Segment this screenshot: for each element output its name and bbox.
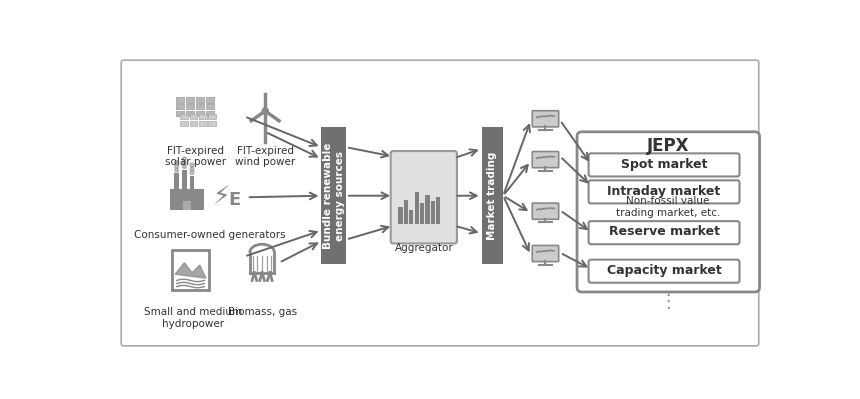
Bar [431, 201, 435, 224]
Circle shape [175, 161, 179, 164]
Bar [206, 111, 214, 117]
Bar [206, 104, 214, 109]
Bar [181, 114, 188, 119]
Text: Intraday market: Intraday market [607, 185, 721, 198]
Bar [208, 121, 216, 126]
Bar [183, 201, 191, 210]
Bar [426, 195, 430, 224]
Text: ⚡: ⚡ [212, 185, 230, 209]
Circle shape [190, 171, 194, 174]
Text: Aggregator: Aggregator [395, 243, 453, 253]
Bar [169, 189, 204, 210]
Bar [420, 203, 424, 224]
Bar [172, 250, 209, 290]
Bar [404, 200, 408, 224]
Circle shape [175, 164, 179, 168]
Text: Market trading: Market trading [488, 152, 497, 240]
Bar [186, 111, 194, 117]
FancyBboxPatch shape [588, 180, 740, 203]
Bar [208, 114, 216, 119]
Circle shape [262, 108, 268, 114]
Circle shape [182, 161, 187, 164]
Bar [436, 197, 440, 224]
Bar [206, 97, 214, 103]
Circle shape [182, 164, 187, 168]
Text: Biomass, gas: Biomass, gas [228, 307, 297, 317]
Bar [176, 104, 184, 109]
Bar [182, 170, 187, 189]
Bar [176, 97, 184, 103]
Circle shape [182, 157, 187, 161]
Bar [196, 104, 205, 109]
Text: Reserve market: Reserve market [609, 225, 720, 239]
Text: Consumer-owned generators: Consumer-owned generators [134, 230, 286, 240]
FancyBboxPatch shape [588, 153, 740, 176]
Circle shape [175, 168, 179, 172]
Bar [176, 111, 184, 117]
Circle shape [190, 163, 194, 167]
FancyBboxPatch shape [577, 132, 759, 292]
Bar [190, 114, 198, 119]
Bar [199, 114, 206, 119]
Text: Bundle renewable
energy sources: Bundle renewable energy sources [322, 142, 345, 249]
Bar [186, 104, 194, 109]
Circle shape [190, 167, 194, 171]
Bar [181, 121, 188, 126]
FancyBboxPatch shape [532, 245, 559, 262]
FancyBboxPatch shape [532, 152, 559, 168]
FancyBboxPatch shape [588, 260, 740, 283]
Text: FIT-expired
wind power: FIT-expired wind power [235, 146, 295, 167]
Bar [196, 97, 205, 103]
Text: ⋮: ⋮ [658, 292, 678, 311]
Text: FIT-expired
solar power: FIT-expired solar power [165, 146, 226, 167]
Text: Small and medium
hydropower: Small and medium hydropower [144, 307, 242, 329]
Bar [175, 174, 179, 189]
Bar [415, 192, 419, 224]
Bar [409, 210, 414, 224]
Bar [398, 207, 402, 224]
FancyBboxPatch shape [532, 111, 559, 127]
FancyBboxPatch shape [588, 221, 740, 244]
FancyBboxPatch shape [532, 203, 559, 219]
Text: JEPX: JEPX [647, 137, 689, 155]
Text: Spot market: Spot market [621, 158, 707, 171]
Bar [482, 127, 503, 264]
Bar [322, 127, 346, 264]
FancyBboxPatch shape [390, 151, 457, 243]
Bar [186, 97, 194, 103]
Bar [190, 176, 194, 189]
FancyBboxPatch shape [121, 60, 759, 346]
Bar [190, 121, 198, 126]
Bar [196, 111, 205, 117]
Text: E: E [228, 192, 241, 209]
Text: Capacity market: Capacity market [606, 264, 722, 277]
Polygon shape [175, 263, 206, 278]
Bar [199, 121, 206, 126]
Text: Non-fossil value
trading market, etc.: Non-fossil value trading market, etc. [616, 196, 720, 218]
